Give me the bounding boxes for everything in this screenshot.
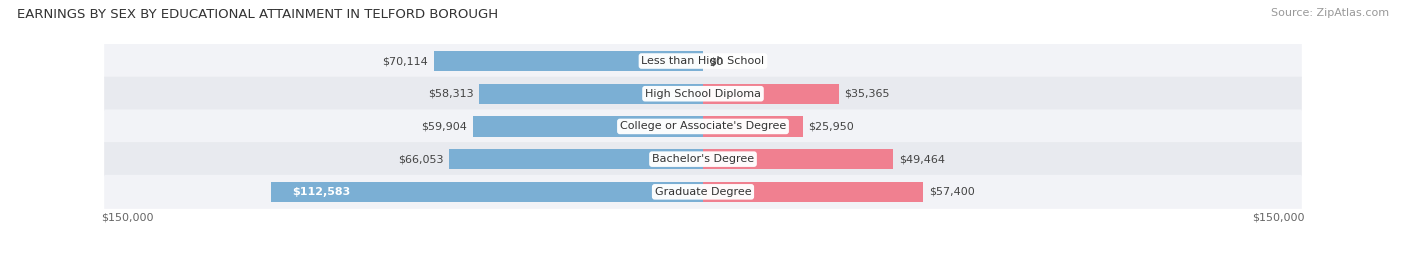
FancyBboxPatch shape bbox=[104, 175, 1302, 209]
Text: $25,950: $25,950 bbox=[808, 121, 853, 132]
Bar bbox=[450, 149, 703, 169]
Text: $70,114: $70,114 bbox=[382, 56, 427, 66]
FancyBboxPatch shape bbox=[104, 77, 1302, 111]
Text: $35,365: $35,365 bbox=[845, 89, 890, 99]
Text: $49,464: $49,464 bbox=[898, 154, 945, 164]
Bar bbox=[703, 84, 839, 104]
FancyBboxPatch shape bbox=[104, 142, 1302, 176]
Text: High School Diploma: High School Diploma bbox=[645, 89, 761, 99]
Bar bbox=[703, 149, 893, 169]
Bar bbox=[271, 182, 703, 202]
Text: College or Associate's Degree: College or Associate's Degree bbox=[620, 121, 786, 132]
Text: EARNINGS BY SEX BY EDUCATIONAL ATTAINMENT IN TELFORD BOROUGH: EARNINGS BY SEX BY EDUCATIONAL ATTAINMEN… bbox=[17, 8, 498, 21]
Text: Bachelor's Degree: Bachelor's Degree bbox=[652, 154, 754, 164]
Text: Source: ZipAtlas.com: Source: ZipAtlas.com bbox=[1271, 8, 1389, 18]
Text: Less than High School: Less than High School bbox=[641, 56, 765, 66]
Bar bbox=[434, 51, 703, 71]
FancyBboxPatch shape bbox=[104, 109, 1302, 143]
Text: $66,053: $66,053 bbox=[398, 154, 444, 164]
Text: $58,313: $58,313 bbox=[427, 89, 474, 99]
Text: $59,904: $59,904 bbox=[422, 121, 467, 132]
FancyBboxPatch shape bbox=[104, 44, 1302, 78]
Bar bbox=[703, 182, 924, 202]
Text: $0: $0 bbox=[709, 56, 723, 66]
Bar bbox=[472, 116, 703, 137]
Bar bbox=[703, 116, 803, 137]
Text: $57,400: $57,400 bbox=[929, 187, 974, 197]
Text: $112,583: $112,583 bbox=[292, 187, 350, 197]
Bar bbox=[479, 84, 703, 104]
Text: Graduate Degree: Graduate Degree bbox=[655, 187, 751, 197]
